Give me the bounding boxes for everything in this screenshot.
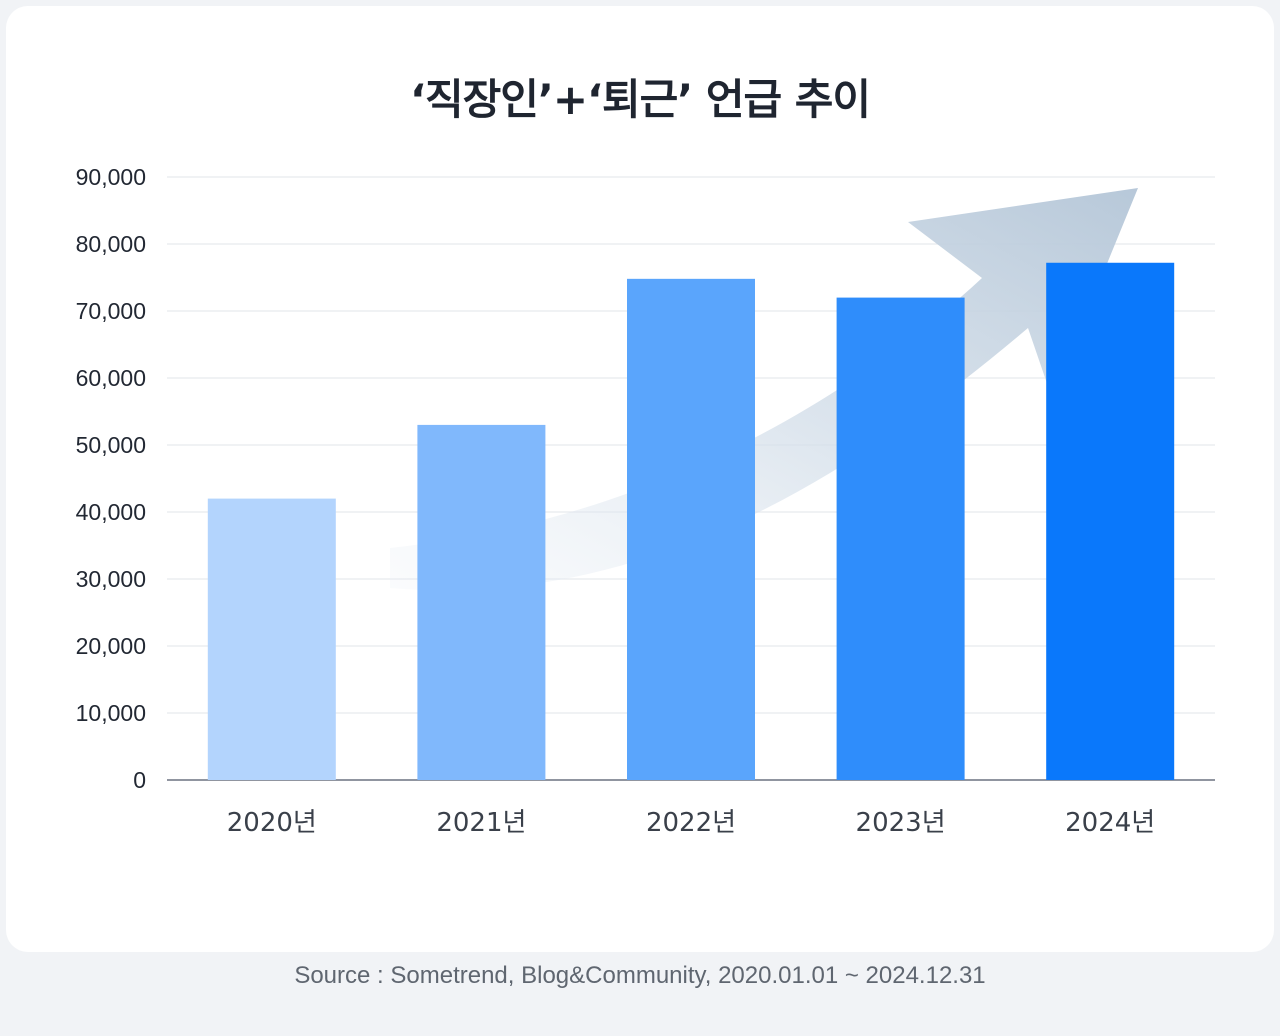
bar-2022년 xyxy=(627,278,755,780)
y-tick-label: 10,000 xyxy=(76,700,146,726)
bar-2024년 xyxy=(1046,262,1175,780)
y-tick-label: 70,000 xyxy=(76,298,146,324)
bar-2021년 xyxy=(417,424,546,780)
y-tick-label: 30,000 xyxy=(76,566,146,592)
y-tick-label: 40,000 xyxy=(76,499,146,525)
bar-2020년 xyxy=(207,498,336,780)
y-tick-label: 50,000 xyxy=(76,432,146,458)
bar-2023년 xyxy=(836,297,965,780)
x-tick-label: 2020년 xyxy=(227,808,317,838)
y-tick-label: 80,000 xyxy=(76,231,146,257)
x-tick-label: 2024년 xyxy=(1065,808,1155,838)
y-tick-label: 20,000 xyxy=(76,633,146,659)
chart-title: ‘직장인’+‘퇴근’ 언급 추이 xyxy=(409,75,871,124)
x-tick-label: 2023년 xyxy=(856,808,946,838)
y-tick-label: 90,000 xyxy=(76,164,146,190)
x-tick-label: 2022년 xyxy=(646,808,736,838)
y-tick-label: 60,000 xyxy=(76,365,146,391)
y-tick-label: 0 xyxy=(133,767,146,793)
x-tick-label: 2021년 xyxy=(436,808,526,838)
source-note: Source : Sometrend, Blog&Community, 2020… xyxy=(294,962,986,989)
